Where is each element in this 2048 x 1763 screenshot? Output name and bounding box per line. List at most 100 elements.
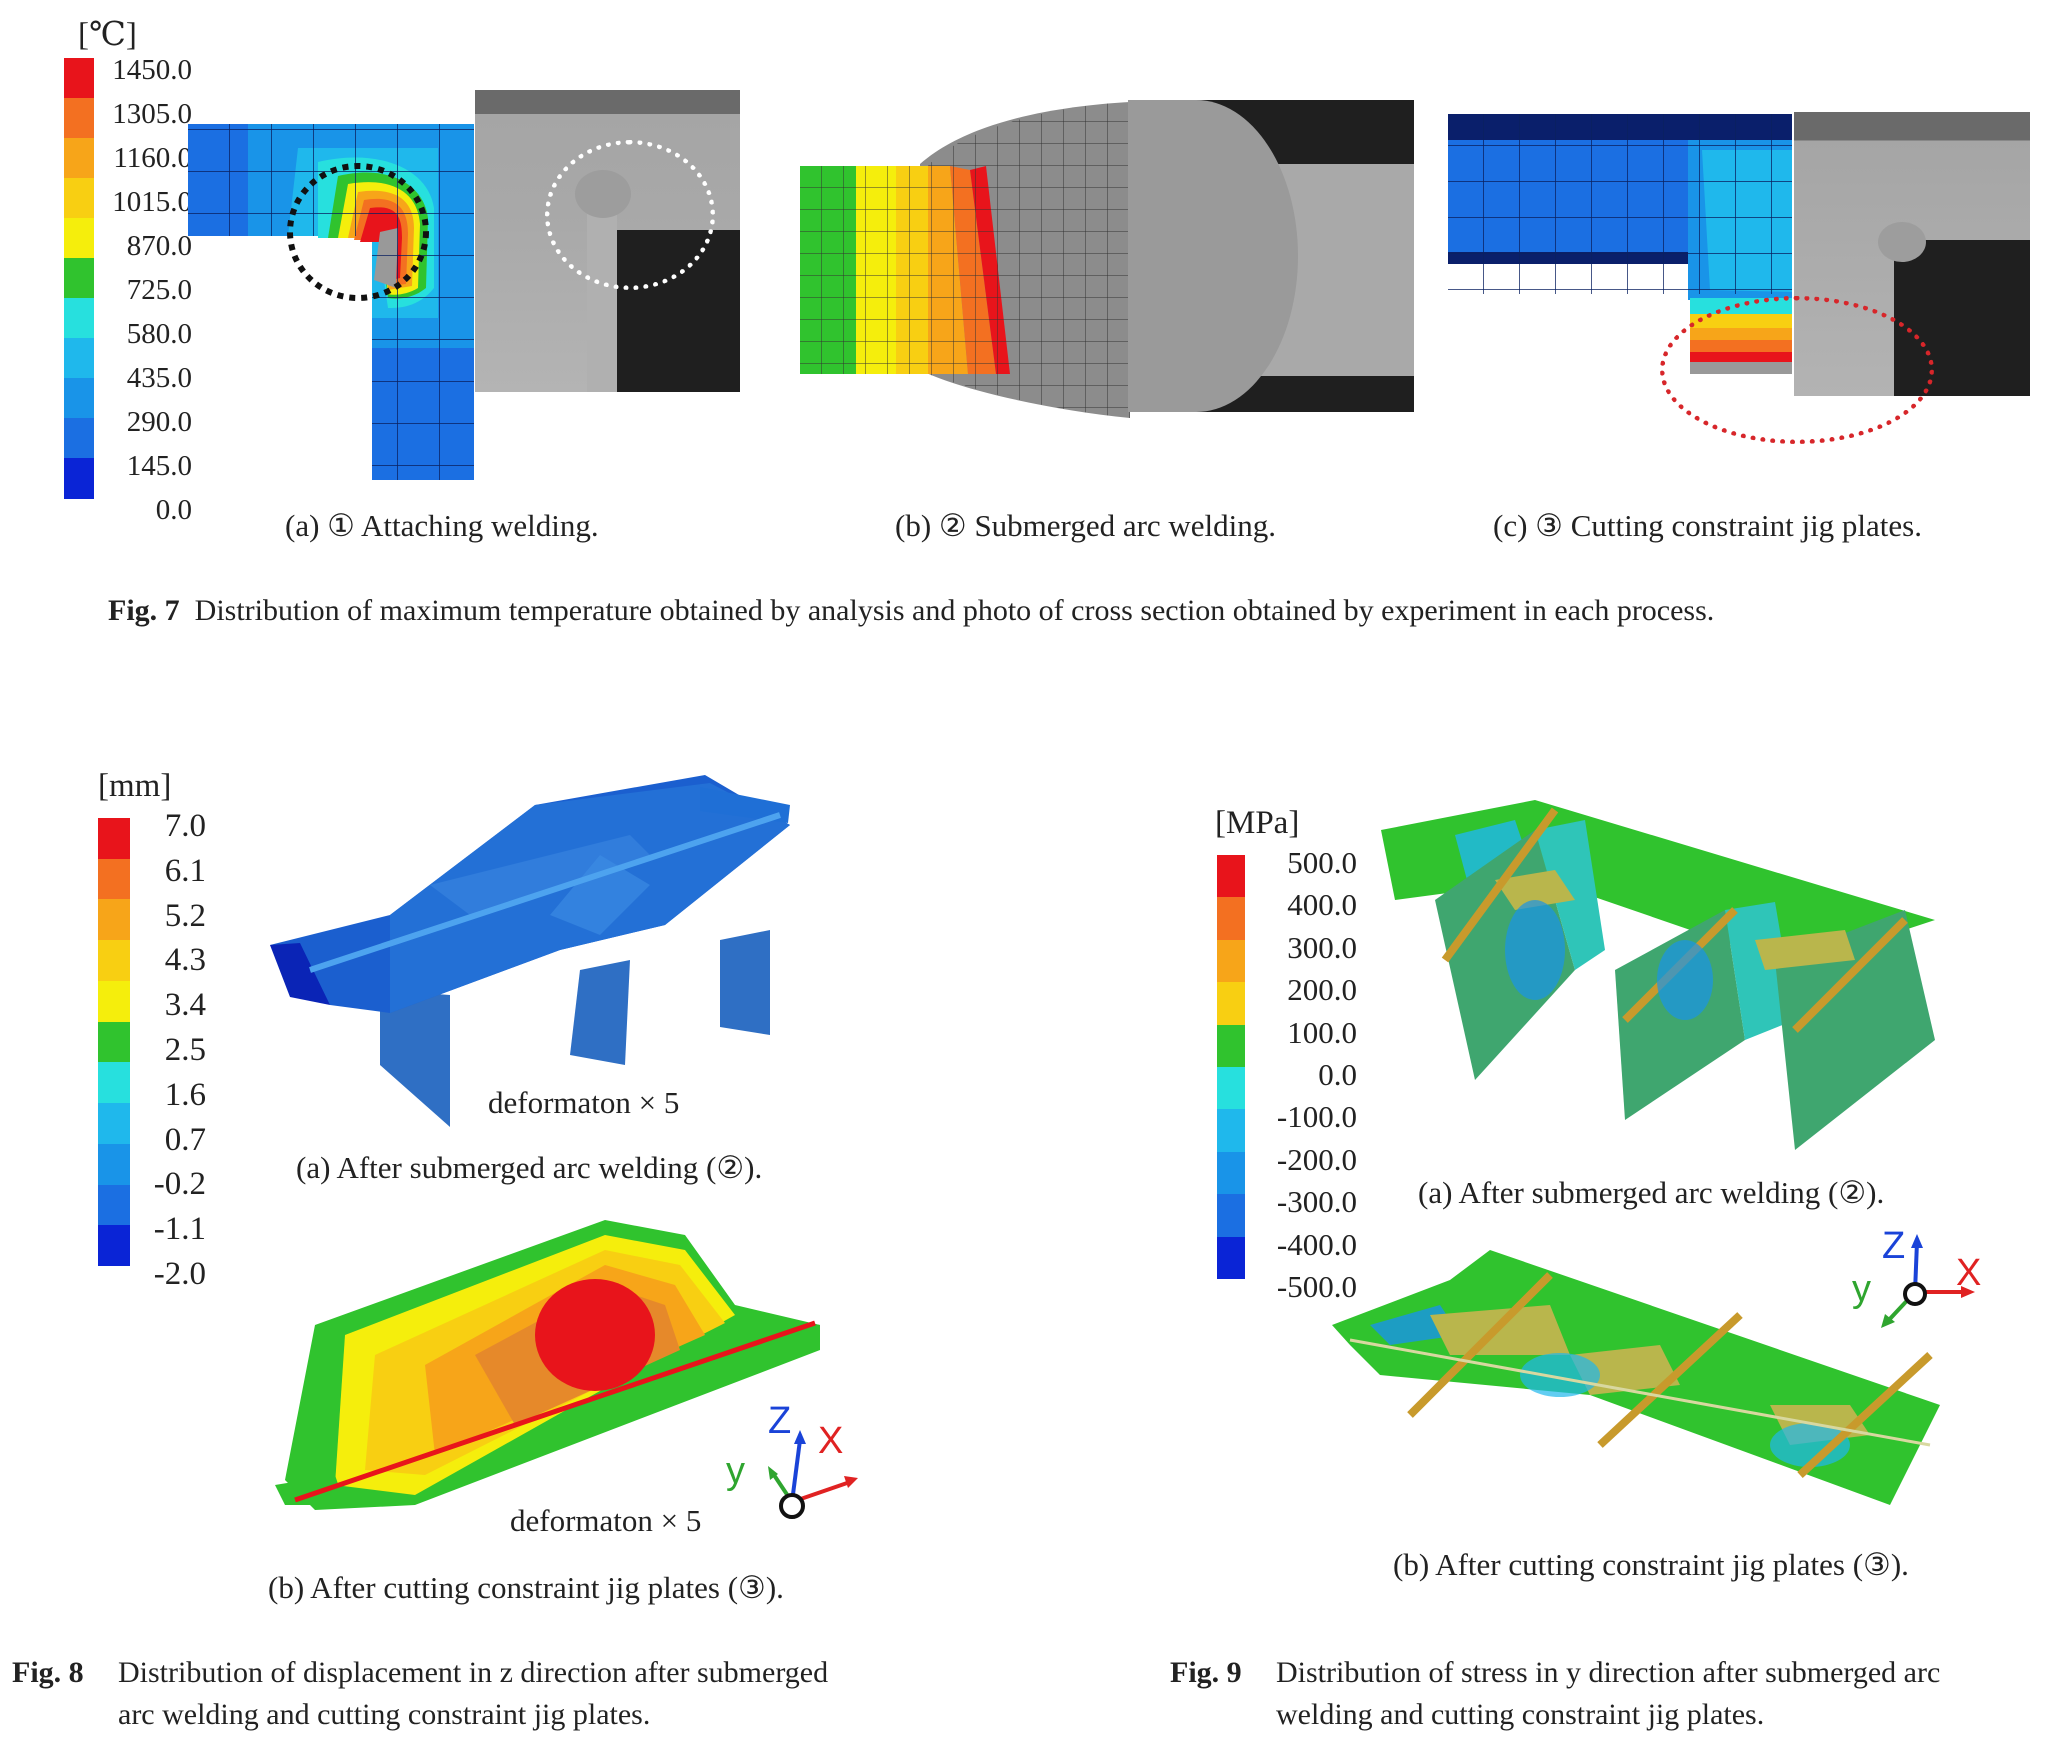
fig8-caption: Fig. 8 Distribution of displacement in z… <box>12 1652 828 1731</box>
fig7-legend-swatch <box>64 458 94 499</box>
fig8-subcaption-b: (b) After cutting constraint jig plates … <box>268 1570 784 1605</box>
fig9-caption: Fig. 9 Distribution of stress in y direc… <box>1170 1652 1940 1731</box>
fig8-caption-line2: arc welding and cutting constraint jig p… <box>118 1698 651 1731</box>
fig7-legend-swatch <box>64 258 94 299</box>
fig8-legend-swatch <box>98 1184 130 1226</box>
fig7-legend-tick-label: 290.0 <box>126 406 192 438</box>
fig8-legend-tick-label: 0.7 <box>164 1121 206 1158</box>
fig8-axis-triad <box>768 1430 858 1519</box>
fig8-legend-tick-label: 3.4 <box>164 987 206 1024</box>
fig9-legend-swatch <box>1217 897 1245 941</box>
fig9-legend-ticks: 500.0 400.0 300.0 200.0 100.0 0.0 -100.0 -200.0… <box>1245 0 1357 1320</box>
fig9-legend-swatch <box>1217 1109 1245 1153</box>
fig9-legend-swatch <box>1217 1151 1245 1195</box>
fig8-axis-x-label: X <box>818 1420 844 1462</box>
fig7-legend-swatch <box>64 178 94 219</box>
fig7-legend-tick-label: 870.0 <box>126 230 192 262</box>
fig8-axis-y-label: y <box>726 1450 745 1492</box>
fig7-legend-tick-label: 435.0 <box>126 362 192 394</box>
fig9-axis-z-label: Z <box>1882 1225 1906 1267</box>
fig9-caption-line1: Distribution of stress in y direction af… <box>1276 1656 1941 1689</box>
fig7-legend-swatch <box>64 58 94 99</box>
fig8-legend-tick-label: -0.2 <box>153 1166 206 1203</box>
fig7-legend-swatch <box>64 138 94 179</box>
fig7c-fea-contour <box>1448 114 1792 374</box>
fig9-legend-swatch <box>1217 982 1245 1026</box>
fig7b-cross-section-photo <box>1128 100 1414 412</box>
fig8b-deformation-label: deformaton × 5 <box>510 1503 702 1538</box>
fig9b-stress-model <box>1332 1250 1940 1505</box>
fig8-legend-tick-label: 2.5 <box>164 1032 206 1068</box>
fig9-legend-tick-label: -400.0 <box>1276 1226 1357 1262</box>
fig7a-cross-section-photo <box>475 90 740 392</box>
fig8b-deformed-model <box>275 1220 820 1510</box>
fig7-legend-swatch <box>64 298 94 339</box>
fig7-caption-label: Fig. 7 <box>108 594 180 627</box>
fig7-legend-swatch <box>64 418 94 459</box>
fig8-legend-tick-label: 5.2 <box>164 897 206 934</box>
fig9-legend-swatch <box>1217 1067 1245 1110</box>
fig7-caption: Fig. 7 Distribution of maximum temperatu… <box>108 590 1714 632</box>
fig8-unit-label: [mm] <box>98 768 172 804</box>
fig8-legend-swatch <box>98 980 130 1023</box>
fig7-legend-tick-label: 1015.0 <box>112 186 192 218</box>
fig8-legend-ticks: 7.0 6.1 5.2 4.3 3.4 2.5 1.6 0.7 -0.2 -1.1 -2.0 <box>130 0 206 1300</box>
fig9-axis-triad <box>1881 1234 1975 1328</box>
fig7-legend-tick-label: 1160.0 <box>113 142 192 174</box>
fig9-unit-label: [MPa] <box>1215 805 1300 841</box>
fig9a-stress-model <box>1381 800 1935 1150</box>
fig9-legend-tick-label: -300.0 <box>1276 1184 1357 1220</box>
fig8-legend-swatch <box>98 1062 130 1104</box>
fig7b-fea-contour <box>800 102 1130 418</box>
fig9-legend-swatch <box>1217 1236 1245 1280</box>
fig9-legend-tick-label: -100.0 <box>1276 1099 1357 1135</box>
fig8-legend-tick-label: -2.0 <box>153 1256 206 1292</box>
fig8-legend-swatch <box>98 1143 130 1186</box>
fig8-legend-swatch <box>98 940 130 982</box>
fig9-color-legend <box>1217 855 1245 1293</box>
fig8-legend-swatch <box>98 858 130 900</box>
fig7-legend-tick-label: 0.0 <box>155 494 192 526</box>
fig7-legend-swatch <box>64 98 94 139</box>
fig9-subcaption-b: (b) After cutting constraint jig plates … <box>1393 1547 1909 1582</box>
fig7-color-legend <box>64 58 94 524</box>
fig7-legend-tick-label: 1450.0 <box>112 54 192 86</box>
fig8-legend-tick-label: 4.3 <box>164 942 206 979</box>
fig7-unit-label: [℃] <box>78 17 137 53</box>
fig9-axis-x-label: X <box>1956 1252 1982 1294</box>
fig9-axis-y-label: y <box>1852 1268 1871 1310</box>
fig8-legend-tick-label: 7.0 <box>164 808 206 844</box>
fig7-legend-tick-label: 580.0 <box>126 318 192 350</box>
fig8-color-legend <box>98 818 130 1284</box>
fig9-legend-swatch <box>1217 939 1245 983</box>
fig9-legend-tick-label: 400.0 <box>1287 887 1357 923</box>
fig8-caption-label: Fig. 8 <box>12 1656 84 1689</box>
fig9-legend-swatch <box>1217 1024 1245 1068</box>
fig8-axis-z-label: Z <box>768 1400 792 1442</box>
fig7-caption-text: Distribution of maximum temperature obta… <box>194 594 1715 627</box>
fig9-caption-label: Fig. 9 <box>1170 1656 1242 1689</box>
fig7-legend-swatch <box>64 218 94 259</box>
fig9-legend-tick-label: 200.0 <box>1287 972 1357 1008</box>
fig8-legend-swatch <box>98 899 130 941</box>
fig8-legend-swatch <box>98 1021 130 1063</box>
fig9-legend-tick-label: -500.0 <box>1276 1269 1357 1304</box>
fig8-caption-line1: Distribution of displacement in z direct… <box>118 1656 829 1689</box>
fig7-subcaption-b: (b) ② Submerged arc welding. <box>895 508 1277 543</box>
fig8a-deformed-model <box>270 775 790 1127</box>
fig7-legend-tick-label: 725.0 <box>126 274 192 306</box>
fig7a-fea-contour <box>188 124 474 480</box>
fig7-legend-tick-label: 145.0 <box>126 450 192 482</box>
fig7-legend-tick-label: 1305.0 <box>112 98 192 130</box>
fig9-legend-tick-label: 500.0 <box>1287 845 1357 880</box>
fig8-legend-swatch <box>98 1225 130 1267</box>
fig7-legend-ticks: 1450.0 1305.0 1160.0 1015.0 870.0 725.0 580.0 4… <box>96 0 192 560</box>
fig7-legend-swatch <box>64 338 94 379</box>
fig8-legend-tick-label: -1.1 <box>153 1211 206 1248</box>
fig9-legend-tick-label: 100.0 <box>1287 1014 1357 1050</box>
fig8-subcaption-a: (a) After submerged arc welding (②). <box>296 1150 763 1185</box>
fig8-legend-swatch <box>98 1103 130 1145</box>
fig8-legend-tick-label: 1.6 <box>164 1076 206 1113</box>
fig7-legend-swatch <box>64 378 94 419</box>
fig7-subcaption-a: (a) ① Attaching welding. <box>285 508 599 543</box>
